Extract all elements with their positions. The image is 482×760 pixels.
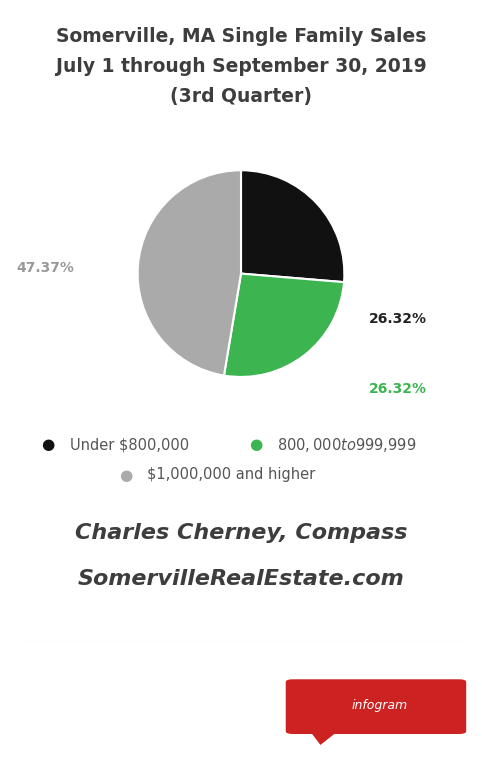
Polygon shape bbox=[310, 731, 338, 745]
Wedge shape bbox=[224, 274, 344, 377]
Text: SomervilleRealEstate.com: SomervilleRealEstate.com bbox=[78, 569, 404, 589]
Text: ●: ● bbox=[41, 437, 55, 452]
Text: ●: ● bbox=[249, 437, 262, 452]
Text: Charles Cherney, Compass: Charles Cherney, Compass bbox=[75, 524, 407, 543]
Text: $800,000 to $999,999: $800,000 to $999,999 bbox=[277, 435, 416, 454]
Text: $1,000,000 and higher: $1,000,000 and higher bbox=[147, 467, 315, 483]
Wedge shape bbox=[138, 170, 241, 375]
Text: 26.32%: 26.32% bbox=[369, 312, 427, 326]
Text: Somerville, MA Single Family Sales: Somerville, MA Single Family Sales bbox=[56, 27, 426, 46]
Wedge shape bbox=[241, 170, 344, 282]
Text: ●: ● bbox=[119, 467, 132, 483]
Text: 26.32%: 26.32% bbox=[369, 382, 427, 396]
Text: (3rd Quarter): (3rd Quarter) bbox=[170, 87, 312, 106]
Text: Under $800,000: Under $800,000 bbox=[70, 437, 189, 452]
Text: infogram: infogram bbox=[351, 698, 407, 712]
FancyBboxPatch shape bbox=[286, 679, 466, 734]
Text: 47.37%: 47.37% bbox=[16, 261, 74, 274]
Text: July 1 through September 30, 2019: July 1 through September 30, 2019 bbox=[55, 57, 427, 76]
